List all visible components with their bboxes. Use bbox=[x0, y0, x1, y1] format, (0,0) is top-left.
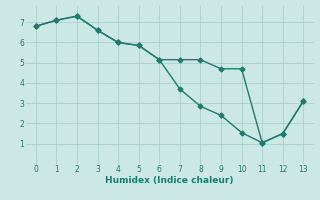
X-axis label: Humidex (Indice chaleur): Humidex (Indice chaleur) bbox=[105, 176, 234, 185]
